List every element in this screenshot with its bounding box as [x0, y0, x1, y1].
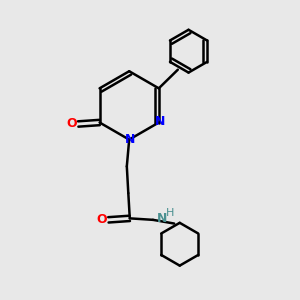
Text: N: N [157, 212, 167, 225]
Text: N: N [154, 116, 165, 128]
Text: H: H [166, 208, 174, 218]
Text: N: N [125, 133, 135, 146]
Text: O: O [66, 117, 77, 130]
Text: O: O [97, 213, 107, 226]
